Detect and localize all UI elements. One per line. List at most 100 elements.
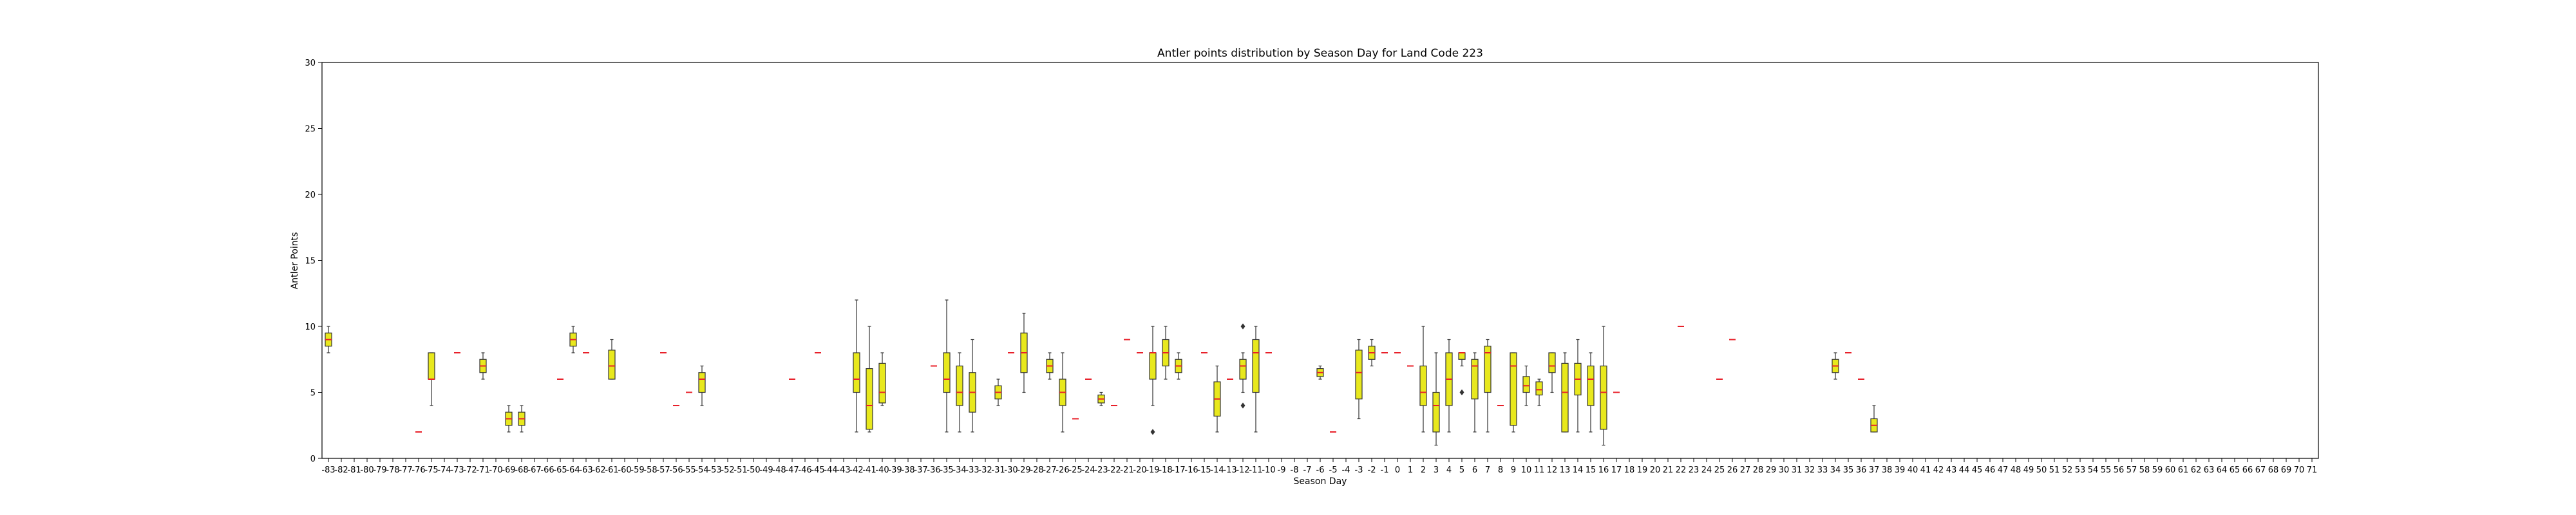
box-series — [325, 299, 1878, 446]
box-day--61 — [608, 339, 616, 380]
box-iqr — [1149, 352, 1157, 380]
x-tick-label: 20 — [1650, 465, 1661, 475]
x-tick-label: -75 — [424, 465, 438, 475]
box-day-13 — [1561, 352, 1569, 433]
x-tick-label: 14 — [1573, 465, 1584, 475]
x-tick-label: -3 — [1355, 465, 1363, 475]
x-tick-label: -82 — [334, 465, 348, 475]
x-tick-label: 57 — [2126, 465, 2137, 475]
box-day-5 — [1458, 352, 1466, 396]
x-tick-label: -32 — [978, 465, 992, 475]
x-tick-label: 19 — [1637, 465, 1648, 475]
x-tick-label: 71 — [2307, 465, 2318, 475]
x-tick-label: -34 — [952, 465, 966, 475]
box-day--19 — [1149, 326, 1157, 435]
box-iqr — [1587, 365, 1595, 406]
x-tick-label: 52 — [2062, 465, 2073, 475]
box-day--54 — [698, 365, 706, 406]
box-iqr — [1561, 362, 1569, 433]
box-iqr — [1600, 365, 1607, 430]
y-tick-label: 25 — [305, 125, 316, 135]
box-iqr — [1458, 352, 1466, 360]
x-tick-label: -8 — [1291, 465, 1299, 475]
y-tick-label: 20 — [305, 191, 316, 200]
box-iqr — [1535, 381, 1543, 396]
x-tick-label: -77 — [399, 465, 412, 475]
outlier-point — [1240, 402, 1245, 409]
box-iqr — [1239, 359, 1247, 380]
x-tick-label: -5 — [1329, 465, 1338, 475]
x-tick-label: -48 — [772, 465, 786, 475]
x-tick-label: -64 — [566, 465, 580, 475]
x-tick-label: -36 — [927, 465, 940, 475]
box-iqr — [853, 352, 860, 393]
x-tick-label: -49 — [759, 465, 773, 475]
x-tick-label: 13 — [1560, 465, 1571, 475]
x-tick-label: 8 — [1498, 465, 1503, 475]
x-tick-label: 56 — [2114, 465, 2125, 475]
box-iqr — [943, 352, 951, 393]
x-tick-label: 63 — [2204, 465, 2215, 475]
x-tick-label: 4 — [1446, 465, 1452, 475]
x-tick-label: -13 — [1223, 465, 1236, 475]
x-tick-label: -57 — [656, 465, 670, 475]
x-tick-label: -69 — [502, 465, 515, 475]
x-tick-label: 53 — [2075, 465, 2086, 475]
box-iqr — [1484, 346, 1492, 393]
x-tick-label: -83 — [321, 465, 335, 475]
x-tick-label: -10 — [1262, 465, 1275, 475]
x-tick-label: 38 — [1882, 465, 1893, 475]
y-tick-label: 15 — [305, 257, 316, 267]
x-tick-label: -76 — [412, 465, 425, 475]
box-iqr — [956, 365, 963, 406]
x-tick-label: 18 — [1624, 465, 1635, 475]
x-tick-label: -37 — [914, 465, 927, 475]
x-tick-label: 65 — [2230, 465, 2240, 475]
x-tick-label: 54 — [2088, 465, 2099, 475]
x-tick-label: -6 — [1316, 465, 1325, 475]
x-tick-label: -17 — [1171, 465, 1185, 475]
x-tick-label: -72 — [463, 465, 477, 475]
box-day--2 — [1368, 339, 1376, 367]
x-tick-label: -29 — [1017, 465, 1030, 475]
x-tick-label: -30 — [1004, 465, 1018, 475]
box-day-14 — [1574, 339, 1582, 433]
box-iqr — [698, 372, 706, 393]
x-tick-label: -15 — [1197, 465, 1211, 475]
box-day--75 — [428, 352, 435, 406]
x-tick-label: -14 — [1210, 465, 1224, 475]
x-tick-label: 68 — [2268, 465, 2279, 475]
x-tick-label: 10 — [1521, 465, 1532, 475]
box-day--12 — [1239, 323, 1247, 409]
x-tick-label: 36 — [1856, 465, 1867, 475]
x-tick-label: -23 — [1094, 465, 1108, 475]
x-tick-label: 58 — [2139, 465, 2150, 475]
box-day-2 — [1419, 326, 1427, 433]
box-day--42 — [853, 299, 860, 433]
x-tick-label: -66 — [540, 465, 554, 475]
x-tick-label: -40 — [875, 465, 889, 475]
x-tick-label: -65 — [553, 465, 567, 475]
x-tick-label: -78 — [386, 465, 399, 475]
box-day--26 — [1059, 352, 1066, 433]
y-tick-label: 10 — [305, 323, 316, 332]
box-day--64 — [569, 326, 577, 353]
box-iqr — [866, 368, 873, 430]
x-tick-label: -28 — [1030, 465, 1043, 475]
x-tick-label: -55 — [682, 465, 696, 475]
x-tick-label: 27 — [1740, 465, 1751, 475]
box-day-7 — [1484, 339, 1492, 433]
box-day--83 — [325, 326, 332, 353]
x-tick-label: -7 — [1303, 465, 1312, 475]
box-iqr — [608, 350, 616, 380]
x-tick-label: 6 — [1472, 465, 1477, 475]
box-iqr — [428, 352, 435, 380]
outlier-point — [1150, 429, 1155, 435]
x-tick-label: 0 — [1395, 465, 1400, 475]
box-day-37 — [1870, 405, 1878, 433]
x-axis-label: Season Day — [1294, 476, 1347, 487]
x-tick-label: -2 — [1368, 465, 1376, 475]
x-tick-label: -20 — [1133, 465, 1146, 475]
x-tick-label: 15 — [1586, 465, 1596, 475]
x-tick-label: -70 — [489, 465, 502, 475]
